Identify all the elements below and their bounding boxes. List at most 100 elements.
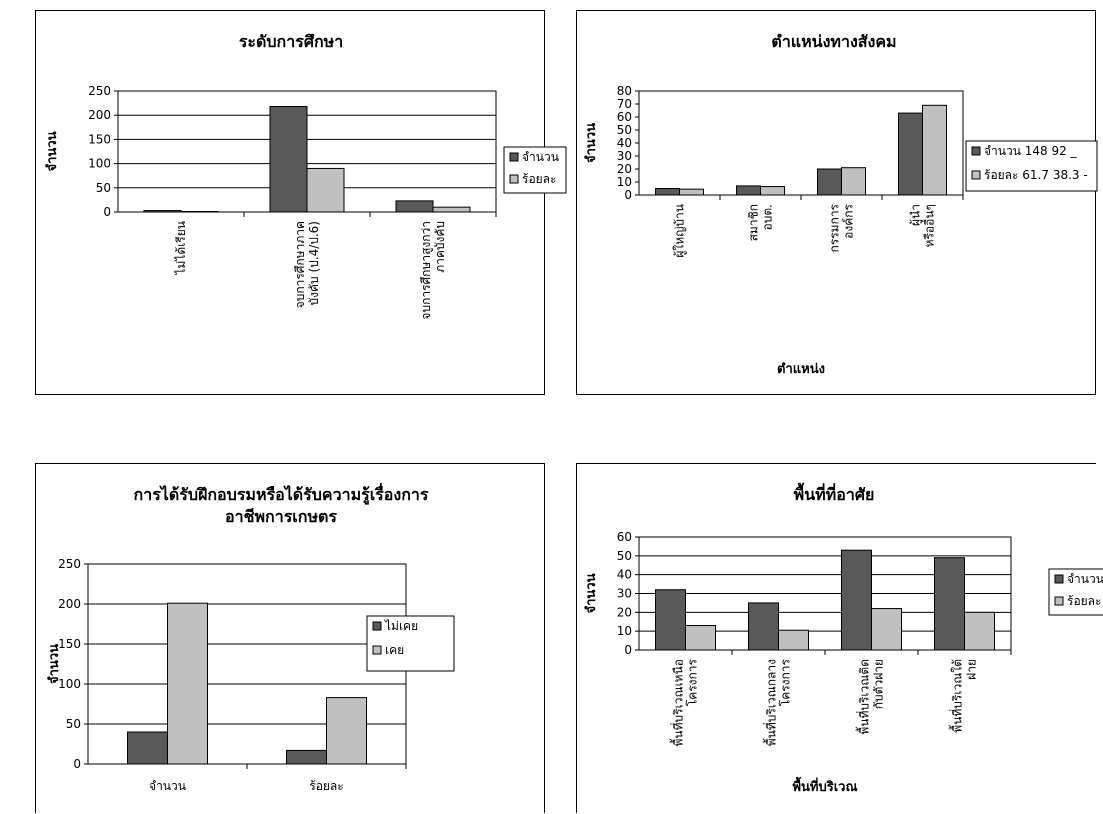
bar xyxy=(871,608,902,651)
bar xyxy=(841,549,872,651)
legend-box xyxy=(965,140,1098,192)
y-tick-label: 200 xyxy=(58,597,81,611)
bar xyxy=(326,697,367,765)
x-tick-label: บังคับ (ป.4/ป.6) xyxy=(307,221,321,305)
x-tick-label: พื้นที่บริเวณกลาง xyxy=(763,659,779,746)
x-tick-label: ภาคบังคับ xyxy=(433,221,447,273)
x-tick-label: โครงการ xyxy=(779,658,793,706)
bar xyxy=(167,602,208,765)
y-tick-label: 150 xyxy=(58,637,81,651)
y-tick-label: 250 xyxy=(58,557,81,571)
bar xyxy=(395,200,434,213)
bar xyxy=(736,185,761,196)
bar xyxy=(143,210,182,213)
chart-title: อาชีพการเกษตร xyxy=(225,507,337,526)
x-axis-title: ตำแหน่ง xyxy=(777,361,825,377)
legend-swatch xyxy=(509,174,519,184)
chart-residential-area: พื้นที่ที่อาศัย 0 10 20 30 40 50 60 จำนวน พื้นที่… xyxy=(576,463,1103,813)
x-tick-label: ไม่ได้เรียน xyxy=(174,221,188,276)
y-tick-label: 60 xyxy=(617,530,632,544)
y-tick-label: 0 xyxy=(624,188,632,202)
x-tick-label: พื้นที่บริเวณใต้ xyxy=(949,659,965,733)
y-tick-label: 100 xyxy=(88,157,111,171)
x-tick-label: หรืออื่นๆ xyxy=(921,204,937,247)
y-tick-label: 150 xyxy=(88,132,111,146)
bar xyxy=(934,557,965,651)
chart-agri-training-svg: การได้รับฝึกอบรมหรือได้รับความรู้เรื่องก… xyxy=(46,483,455,793)
y-tick-label: 50 xyxy=(617,549,632,563)
x-tick-label: สมาชิก xyxy=(747,204,761,241)
chart-title: ตำแหน่งทางสังคม xyxy=(771,32,896,51)
chart-title: ระดับการศึกษา xyxy=(239,32,343,51)
y-tick-label: 0 xyxy=(103,205,111,219)
chart-title: การได้รับฝึกอบรมหรือได้รับความรู้เรื่องก… xyxy=(134,483,429,506)
y-tick-label: 30 xyxy=(617,149,632,163)
legend-swatch xyxy=(372,645,382,655)
y-axis-title: จำนวน xyxy=(583,123,599,163)
chart-education-level: ระดับการศึกษา 0 50 100 150 200 250 จำนวนไม่ได้เ… xyxy=(35,10,567,395)
y-axis-title: จำนวน xyxy=(46,644,62,684)
bar xyxy=(269,105,308,213)
legend-swatch xyxy=(1054,574,1064,584)
y-tick-label: 10 xyxy=(617,624,632,638)
legend-label: จำนวน xyxy=(1067,572,1103,586)
y-axis-title: จำนวน xyxy=(583,573,599,613)
bar xyxy=(922,104,947,196)
y-tick-label: 80 xyxy=(617,84,632,98)
y-tick-label: 100 xyxy=(58,677,81,691)
y-tick-label: 20 xyxy=(617,605,632,619)
chart-education-level-svg: ระดับการศึกษา 0 50 100 150 200 250 จำนวนไม่ได้เ… xyxy=(44,32,567,320)
y-tick-label: 30 xyxy=(617,587,632,601)
x-tick-label: กับตัวฝาย xyxy=(872,659,886,709)
x-tick-label: กรรมการ xyxy=(828,203,842,252)
y-tick-label: 60 xyxy=(617,110,632,124)
bar xyxy=(180,211,219,213)
legend-swatch xyxy=(1054,596,1064,606)
bar xyxy=(817,168,842,196)
bar xyxy=(655,589,686,651)
x-tick-label: ร้อยละ xyxy=(309,779,343,793)
bar xyxy=(964,611,995,651)
legend-label: ร้อยละ 61.7 38.3 - xyxy=(984,168,1088,182)
x-tick-label: องค์กร xyxy=(842,203,856,238)
legend-label: ร้อยละ xyxy=(1067,594,1101,608)
legend-swatch xyxy=(372,621,382,631)
x-tick-label: อบต. xyxy=(761,204,775,230)
legend-swatch xyxy=(509,152,519,162)
y-tick-label: 40 xyxy=(617,136,632,150)
legend-label: จำนวน 148 92 _ xyxy=(984,144,1078,158)
bar xyxy=(127,731,168,765)
x-tick-label: จบการศึกษาสูงกว่า xyxy=(419,221,434,320)
chart-agri-training: การได้รับฝึกอบรมหรือได้รับความรู้เรื่องก… xyxy=(35,463,545,813)
legend-swatch xyxy=(971,146,981,156)
bar xyxy=(841,167,866,196)
legend-label: จำนวน xyxy=(522,150,559,164)
y-tick-label: 50 xyxy=(617,123,632,137)
y-tick-label: 50 xyxy=(96,181,111,195)
x-tick-label: จำนวน xyxy=(149,779,186,793)
x-tick-label: ฝาย xyxy=(965,659,979,680)
x-axis-title: พื้นที่บริเวณ xyxy=(792,776,857,795)
y-tick-label: 250 xyxy=(88,84,111,98)
bar xyxy=(655,188,680,196)
legend-label: ไม่เคย xyxy=(384,619,418,633)
bar xyxy=(286,749,327,765)
bar xyxy=(778,629,809,651)
y-tick-label: 50 xyxy=(66,717,81,731)
bar xyxy=(760,186,785,196)
y-tick-label: 200 xyxy=(88,108,111,122)
chart-title: พื้นที่ที่อาศัย xyxy=(794,482,875,504)
bar xyxy=(898,112,923,196)
x-tick-label: พื้นที่บริเวณติด xyxy=(856,659,872,735)
y-axis-title: จำนวน xyxy=(44,131,60,171)
x-tick-label: พื้นที่บริเวณเหนือ xyxy=(670,659,686,746)
bar xyxy=(306,167,345,213)
bar xyxy=(748,602,779,651)
y-tick-label: 0 xyxy=(624,643,632,657)
bar xyxy=(685,625,716,651)
chart-residential-area-svg: พื้นที่ที่อาศัย 0 10 20 30 40 50 60 จำนวนพื้นที่… xyxy=(583,482,1103,795)
chart-social-position: ตำแหน่งทางสังคม 0 10 20 30 40 50 60 70 80 จำนวน ผู้… xyxy=(576,10,1098,395)
bar xyxy=(679,188,704,196)
y-tick-label: 20 xyxy=(617,162,632,176)
